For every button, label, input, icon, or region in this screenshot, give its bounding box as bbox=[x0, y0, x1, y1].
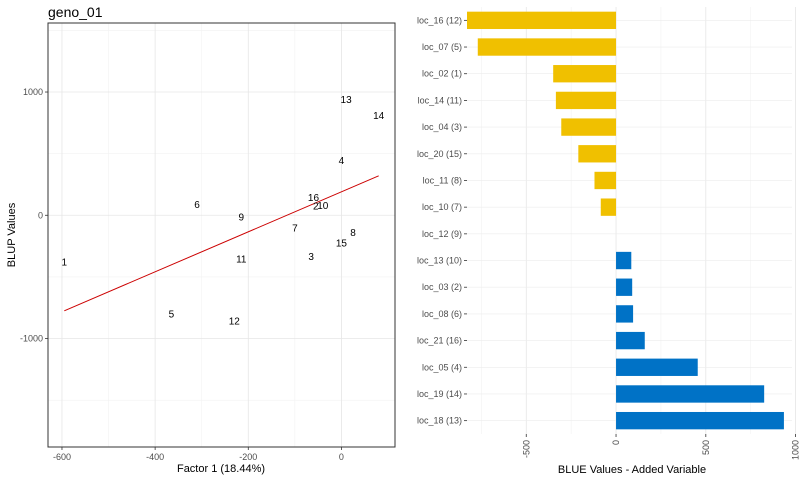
y-tick-label: 1000 bbox=[23, 87, 43, 97]
category-label: loc_13 (10) bbox=[417, 256, 462, 266]
point-label: 5 bbox=[169, 309, 175, 320]
trend-line bbox=[64, 175, 379, 312]
category-label: loc_11 (8) bbox=[423, 175, 462, 185]
point-label: 3 bbox=[308, 252, 314, 263]
category-label: loc_10 (7) bbox=[422, 202, 462, 212]
point-label: 4 bbox=[339, 156, 345, 167]
axis-ticks: -600 -400 -200 0 -1000 0 1000 bbox=[20, 87, 344, 462]
x-tick-label: 0 bbox=[611, 440, 621, 445]
point-label: 1 bbox=[62, 258, 68, 269]
category-label: loc_18 (13) bbox=[417, 416, 462, 426]
category-label: loc_16 (12) bbox=[417, 15, 462, 25]
bar bbox=[616, 385, 765, 403]
bar bbox=[600, 198, 617, 216]
trend-line-group bbox=[64, 175, 379, 312]
bar bbox=[594, 171, 617, 190]
bar bbox=[467, 11, 617, 30]
x-tick-label: 500 bbox=[701, 440, 711, 455]
y-tick-label: -1000 bbox=[20, 334, 43, 344]
bar bbox=[616, 358, 698, 376]
category-label: loc_05 (4) bbox=[422, 362, 462, 372]
axis-ticks: -500 0 500 1000 bbox=[464, 19, 800, 460]
category-label: loc_08 (6) bbox=[422, 309, 462, 319]
bar bbox=[616, 331, 645, 350]
category-label: loc_20 (15) bbox=[417, 149, 462, 159]
category-labels: loc_16 (12) loc_07 (5) loc_02 (1) loc_14 (1… bbox=[417, 15, 462, 425]
point-label: 6 bbox=[194, 200, 200, 211]
category-label: loc_12 (9) bbox=[422, 229, 462, 239]
bars bbox=[467, 11, 784, 430]
point-label: 2 bbox=[313, 201, 319, 212]
category-label: loc_07 (5) bbox=[422, 42, 462, 52]
y-tick-label: 0 bbox=[38, 210, 43, 220]
x-tick-label: -200 bbox=[239, 452, 257, 462]
category-label: loc_14 (11) bbox=[418, 95, 462, 105]
plot-frame bbox=[47, 22, 396, 448]
bar bbox=[616, 278, 633, 296]
x-tick-label: -500 bbox=[521, 440, 531, 458]
point-label: 16 bbox=[308, 193, 320, 204]
bar bbox=[561, 118, 617, 136]
category-label: loc_03 (2) bbox=[422, 282, 462, 292]
point-label: 11 bbox=[236, 254, 247, 265]
point-label: 15 bbox=[336, 238, 348, 249]
bar bbox=[555, 91, 617, 110]
grid bbox=[48, 23, 395, 447]
bar bbox=[553, 65, 617, 83]
point-label: 14 bbox=[373, 111, 385, 122]
category-label: loc_02 (1) bbox=[422, 69, 462, 79]
x-axis-title: BLUE Values - Added Variable bbox=[558, 464, 706, 476]
category-label: loc_21 (16) bbox=[417, 336, 462, 346]
point-label: 12 bbox=[229, 317, 241, 328]
category-label: loc_04 (3) bbox=[422, 122, 462, 132]
bar-chart: -500 0 500 1000 loc_16 (12) loc_07 (5) loc_02… bbox=[417, 7, 800, 476]
bar bbox=[578, 145, 617, 163]
bar bbox=[477, 38, 617, 56]
x-axis-title: Factor 1 (18.44%) bbox=[177, 463, 265, 475]
point-label: 13 bbox=[341, 95, 353, 106]
x-tick-label: 1000 bbox=[791, 440, 800, 460]
point-label: 9 bbox=[239, 213, 245, 224]
point-label: 8 bbox=[350, 228, 356, 239]
category-label: loc_19 (14) bbox=[417, 389, 462, 399]
point-label: 7 bbox=[292, 224, 298, 235]
y-axis-title: BLUP Values bbox=[6, 202, 18, 267]
bar bbox=[616, 305, 634, 323]
chart-title: geno_01 bbox=[48, 4, 103, 20]
point-label: 10 bbox=[317, 201, 329, 212]
bar bbox=[616, 411, 784, 430]
bar bbox=[616, 251, 632, 270]
x-tick-label: -600 bbox=[53, 452, 71, 462]
x-tick-label: 0 bbox=[339, 452, 344, 462]
x-tick-label: -400 bbox=[146, 452, 164, 462]
